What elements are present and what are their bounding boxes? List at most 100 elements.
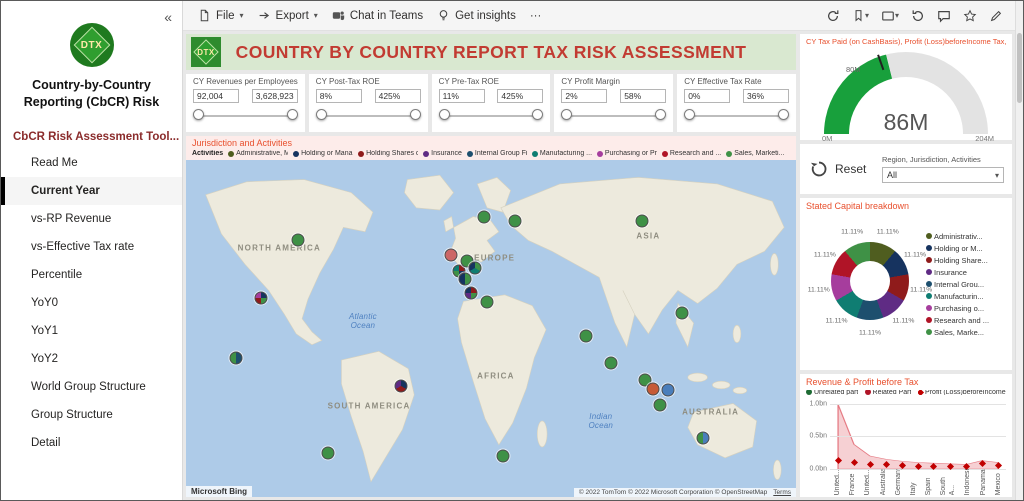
chat-in-teams-button[interactable]: Chat in Teams <box>325 5 430 26</box>
slider-track <box>566 115 662 117</box>
map-pie-marker[interactable] <box>635 214 649 228</box>
map-pie-marker[interactable] <box>480 295 494 309</box>
map-legend-item-purchasing-or-pr[interactable]: Purchasing or Pr... <box>596 150 657 157</box>
favorite-star-icon[interactable] <box>963 9 977 23</box>
sidebar-item-yoy1[interactable]: YoY1 <box>31 324 59 337</box>
view-icon[interactable]: ▾ <box>881 9 899 23</box>
map-pie-marker[interactable] <box>468 261 482 275</box>
sidebar-item-current-year[interactable]: Current Year <box>1 176 182 205</box>
slicer-min-input[interactable]: 92,004 <box>193 89 239 103</box>
file-menu[interactable]: File ▾ <box>191 5 251 26</box>
bar-legend-item-profit-loss-beforeincome[interactable]: Profit (Loss)beforeIncome ... <box>918 390 1006 395</box>
map-pie-marker[interactable] <box>661 383 675 397</box>
legend-dot-icon <box>926 281 932 287</box>
map-legend-item-administrative-m[interactable]: Administrative, M... <box>228 150 288 157</box>
donut-legend-item-purchasing-o[interactable]: Purchasing o... <box>926 304 1006 313</box>
scrollbar-thumb[interactable] <box>1017 33 1022 103</box>
sidebar-item-yoy0[interactable]: YoY0 <box>31 296 59 309</box>
map-legend-item-internal-group-fi[interactable]: Internal Group Fi... <box>466 150 527 157</box>
map-pie-marker[interactable] <box>496 449 510 463</box>
donut-legend-item-research-and[interactable]: Research and ... <box>926 316 1006 325</box>
slider-handle-min[interactable] <box>438 109 450 120</box>
map-pie-marker[interactable] <box>604 356 618 370</box>
bar-legend-item-related-party[interactable]: Related Party <box>864 390 911 395</box>
export-menu[interactable]: Export ▾ <box>251 5 325 26</box>
map-pie-marker[interactable] <box>464 286 478 300</box>
map-pie-marker[interactable] <box>646 382 660 396</box>
bar-chart-plot[interactable] <box>830 399 1006 471</box>
map-pie-marker[interactable] <box>291 233 305 247</box>
slicer-min-input[interactable]: 0% <box>684 89 731 103</box>
sidebar-item-yoy2[interactable]: YoY2 <box>31 352 59 365</box>
region-filter-dropdown[interactable]: All ▾ <box>882 167 1004 183</box>
legend-label: Sales, Marke... <box>934 327 985 337</box>
slider-handle-min[interactable] <box>193 109 204 120</box>
x-axis-label: Germany <box>894 468 902 495</box>
donut-legend-item-insurance[interactable]: Insurance <box>926 268 1006 277</box>
map-legend-item-insurance[interactable]: Insurance <box>423 150 462 157</box>
sidebar-item-vs-rp-revenue[interactable]: vs-RP Revenue <box>31 212 112 225</box>
sidebar-item-vs-effective-tax-rate[interactable]: vs-Effective Tax rate <box>31 240 135 253</box>
slicer-max-input[interactable]: 425% <box>374 89 421 103</box>
reset-button[interactable]: Reset <box>808 158 866 180</box>
slicer-max-input[interactable]: 425% <box>497 89 544 103</box>
map-pie-marker[interactable] <box>508 214 522 228</box>
map-legend-item-research-and[interactable]: Research and ... <box>661 150 721 157</box>
sidebar-item-read-me[interactable]: Read Me <box>31 156 78 169</box>
donut-chart[interactable] <box>831 242 909 320</box>
donut-legend-item-holding-or-m[interactable]: Holding or M... <box>926 244 1006 253</box>
map-legend-item-holding-shares-or[interactable]: Holding Shares or ... <box>358 150 418 157</box>
more-options-button[interactable]: ··· <box>523 6 549 26</box>
bar-legend-item-unrelated-party[interactable]: Unrelated party <box>806 390 858 395</box>
reset-filters-icon[interactable] <box>911 9 925 23</box>
slicer-min-input[interactable]: 8% <box>315 89 362 103</box>
pages-section-header[interactable]: CbCR Risk Assessment Tool... <box>13 130 180 143</box>
map-legend-item-holding-or-mana[interactable]: Holding or Mana... <box>293 150 353 157</box>
donut-legend-item-administrativ[interactable]: Administrativ... <box>926 232 1006 241</box>
donut-legend-item-internal-grou[interactable]: Internal Grou... <box>926 280 1006 289</box>
slicer-max-input[interactable]: 36% <box>742 89 789 103</box>
sidebar-item-detail[interactable]: Detail <box>31 436 61 449</box>
map-pie-marker[interactable] <box>477 210 491 224</box>
collapse-sidebar-icon[interactable]: « <box>164 9 172 25</box>
sidebar-item-percentile[interactable]: Percentile <box>31 268 83 281</box>
sidebar-item-group-structure[interactable]: Group Structure <box>31 408 113 421</box>
bookmark-icon[interactable]: ▾ <box>852 9 869 22</box>
slicer-max-input[interactable]: 3,628,923 <box>251 89 298 103</box>
map-terms-link[interactable]: Terms <box>773 489 791 496</box>
map-legend-item-manufacturing[interactable]: Manufacturing ... <box>531 150 592 157</box>
donut-legend-item-holding-share[interactable]: Holding Share... <box>926 256 1006 265</box>
world-map[interactable]: Microsoft Bing © 2022 TomTom © 2022 Micr… <box>186 160 796 497</box>
slider-handle-max[interactable] <box>409 109 421 120</box>
map-pie-marker[interactable] <box>394 379 408 393</box>
map-pie-marker[interactable] <box>696 431 710 445</box>
map-pie-marker[interactable] <box>444 248 458 262</box>
get-insights-button[interactable]: Get insights <box>430 5 523 26</box>
slider-handle-max[interactable] <box>532 109 544 120</box>
map-pie-marker[interactable] <box>229 351 243 365</box>
edit-pencil-icon[interactable] <box>989 9 1003 23</box>
map-pie-marker[interactable] <box>254 291 268 305</box>
map-pie-marker[interactable] <box>321 446 335 460</box>
sidebar-item-world-group-structure[interactable]: World Group Structure <box>31 380 146 393</box>
map-pie-marker[interactable] <box>653 398 667 412</box>
comment-icon[interactable] <box>937 9 951 23</box>
slicer-range-slider <box>561 108 667 124</box>
donut-legend-item-sales-marke[interactable]: Sales, Marke... <box>926 328 1006 337</box>
map-pie-marker[interactable] <box>458 272 472 286</box>
map-pie-marker[interactable] <box>675 306 689 320</box>
slicer-min-input[interactable]: 2% <box>561 89 608 103</box>
slider-handle-min[interactable] <box>315 109 327 120</box>
slider-handle-max[interactable] <box>286 109 298 120</box>
refresh-icon[interactable] <box>826 9 840 23</box>
slicer-min-input[interactable]: 11% <box>438 89 485 103</box>
slider-handle-min[interactable] <box>561 109 573 120</box>
vertical-scrollbar[interactable] <box>1015 1 1023 500</box>
map-pie-marker[interactable] <box>579 329 593 343</box>
slider-handle-max[interactable] <box>655 109 667 120</box>
slider-handle-max[interactable] <box>777 109 789 120</box>
slicer-max-input[interactable]: 58% <box>620 89 667 103</box>
map-legend-item-sales-marketi[interactable]: Sales, Marketi... <box>726 150 784 157</box>
donut-legend-item-manufacturin[interactable]: Manufacturin... <box>926 292 1006 301</box>
slider-handle-min[interactable] <box>684 109 696 120</box>
